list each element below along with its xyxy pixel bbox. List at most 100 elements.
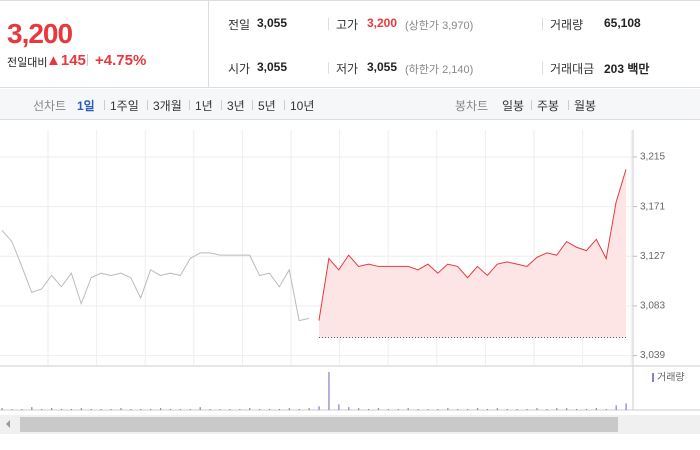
divider [189,100,190,110]
divider [542,18,543,30]
volume-bar [130,409,132,410]
tab-bar [0,89,700,120]
volume-bar [358,408,360,410]
volume-bar [546,409,548,410]
volume-bar [189,409,191,410]
volume-bar [80,408,82,410]
volume-bar [239,409,241,410]
volume-bar [575,409,578,410]
volume-bar [526,409,528,410]
volume-bar [219,409,221,410]
volume-bar [308,408,310,410]
volume-bar [159,408,162,410]
stat-label: 전일 [228,18,251,32]
tab[interactable]: 10년 [290,99,315,113]
stat-label: 저가 [336,62,359,76]
stat-value: 203 백만 [604,62,650,76]
tab[interactable]: 3년 [227,99,245,113]
tab[interactable]: 1일 [77,99,95,113]
volume-bar [328,372,330,410]
volume-bar [457,409,459,410]
volume-bar [377,408,380,410]
divider [252,100,253,110]
volume-bar [496,408,498,410]
legend-swatch [652,373,654,382]
divider [328,62,329,74]
stat-value: 3,055 [257,60,288,74]
volume-bar [476,408,479,410]
volume-bar [70,409,73,410]
volume-bar [259,409,261,410]
y-tick-label: 3,083 [640,301,665,312]
volume-bar [199,407,201,410]
volume-bar [427,409,429,410]
volume-bar [625,403,627,410]
volume-bar [367,409,370,410]
divider [542,62,543,74]
volume-bar [585,409,588,410]
stat-note: (상한가 3,970) [405,20,474,32]
volume-bar [605,409,607,410]
volume-bar [100,409,102,410]
y-tick-label: 3,039 [640,350,665,361]
volume-bar [90,409,92,410]
volume-bar [11,409,13,410]
stat-value: 3,200 [367,16,398,30]
y-tick-label: 3,215 [640,152,665,163]
divider [221,100,222,110]
volume-bar [288,408,290,410]
tab[interactable]: 1년 [195,99,213,113]
stat-value: 3,055 [257,16,288,30]
volume-bar [506,409,508,410]
stat-label: 고가 [336,18,359,32]
tab[interactable]: 1주일 [110,99,139,113]
scroll-arrow [6,420,10,428]
volume-bar [229,409,231,410]
volume-bar [249,408,251,410]
y-tick-label: 3,127 [640,251,665,262]
divider [284,100,285,110]
volume-bar [447,408,449,410]
tab[interactable]: 월봉 [574,99,597,113]
change: ▲145 [46,52,86,69]
divider [328,18,329,30]
stat-note: (하한가 2,140) [405,64,474,76]
tab-label: 봉차트 [455,99,489,113]
volume-bar [51,408,53,410]
stat-value: 65,108 [604,16,641,30]
volume-bar [338,404,340,410]
volume-bar [140,409,142,410]
price-line [1,229,310,322]
divider [568,100,569,110]
tab[interactable]: 3개월 [153,99,182,113]
tab[interactable]: 주봉 [537,99,560,113]
summary [0,0,700,88]
volume-bar [60,409,63,410]
volume-bar [169,409,172,410]
change-label: 전일대비 [7,57,48,69]
volume-bar [348,407,350,410]
divider [87,54,88,66]
volume-bar [467,409,469,410]
tab[interactable]: 일봉 [502,99,525,113]
volume-bar [397,409,399,410]
divider [531,100,532,110]
change-rate: +4.75% [95,52,147,69]
price: 3,200 [7,18,73,49]
stat-value: 3,055 [367,60,398,74]
tab[interactable]: 5년 [258,99,276,113]
volume-bar [387,409,389,410]
volume-bar [318,406,320,410]
scroll-thumb [20,417,618,432]
volume-bar [120,408,122,410]
volume-bar [437,409,439,410]
volume-bar [268,409,271,410]
volume-bar [31,407,33,410]
volume-bar [278,409,281,410]
volume-bar [150,409,152,410]
volume-bar [41,409,43,410]
volume-bar [209,409,211,410]
volume-bar [407,408,409,410]
